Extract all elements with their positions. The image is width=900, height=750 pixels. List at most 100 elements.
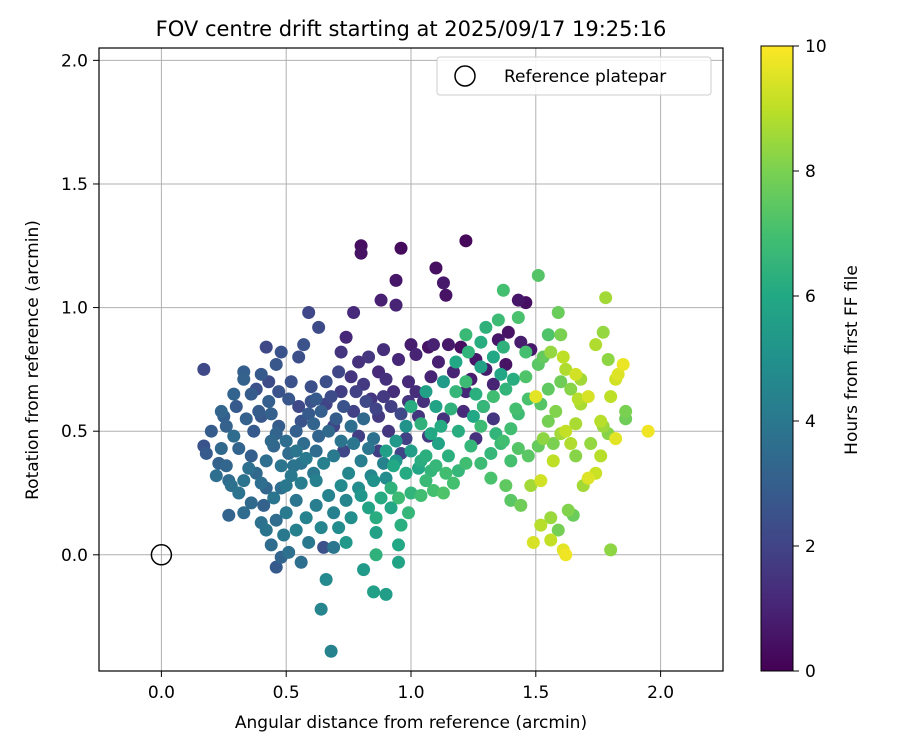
data-point	[357, 412, 371, 426]
data-point	[541, 414, 555, 428]
data-point	[616, 357, 630, 371]
data-point	[439, 288, 453, 302]
data-point	[269, 560, 283, 574]
data-point	[441, 449, 455, 463]
data-point	[534, 474, 548, 488]
data-point	[499, 357, 513, 371]
data-point	[509, 402, 523, 416]
data-point	[262, 395, 276, 409]
data-point	[544, 533, 558, 547]
data-point	[541, 328, 555, 342]
data-point	[459, 456, 473, 470]
data-point	[496, 434, 510, 448]
data-point	[324, 644, 338, 658]
data-point	[476, 399, 490, 413]
data-point	[546, 437, 560, 451]
data-point	[279, 479, 293, 493]
data-point	[327, 540, 341, 554]
data-point	[257, 498, 271, 512]
data-point	[237, 474, 251, 488]
y-axis-label: Rotation from reference (arcmin)	[23, 220, 43, 500]
data-point	[294, 476, 308, 490]
data-point	[259, 523, 273, 537]
data-point	[529, 390, 543, 404]
data-point	[409, 348, 423, 362]
data-point	[374, 293, 388, 307]
data-point	[611, 367, 625, 381]
data-point	[357, 563, 371, 577]
data-point	[426, 484, 440, 498]
data-point	[419, 474, 433, 488]
data-point	[367, 474, 381, 488]
data-point	[274, 345, 288, 359]
data-point	[384, 481, 398, 495]
data-point	[581, 471, 595, 485]
data-point	[289, 493, 303, 507]
data-point	[302, 306, 316, 320]
data-point	[569, 417, 583, 431]
data-point	[352, 355, 366, 369]
data-point	[264, 538, 278, 552]
data-point	[369, 511, 383, 525]
data-point	[511, 442, 525, 455]
data-point	[441, 338, 455, 352]
colorbar-tick-label: 10	[805, 37, 827, 57]
data-point	[559, 362, 573, 376]
data-point	[496, 283, 510, 297]
data-point	[254, 476, 268, 490]
x-axis-ticks: 0.0 0.5 1.0 1.5 2.0	[148, 671, 674, 703]
reference-marker-group	[150, 544, 173, 566]
data-point	[197, 362, 211, 376]
data-point	[312, 429, 326, 443]
x-axis-label: Angular distance from reference (arcmin)	[235, 713, 587, 733]
x-tick-label: 2.0	[647, 683, 674, 703]
colorbar-tick-label: 0	[805, 662, 816, 682]
data-point	[534, 518, 548, 532]
data-point	[214, 442, 228, 455]
data-point	[247, 424, 261, 438]
data-point	[544, 345, 558, 359]
data-point	[504, 422, 518, 436]
data-point	[429, 399, 443, 413]
data-points	[197, 234, 655, 658]
data-point	[431, 355, 445, 369]
data-point	[584, 437, 598, 451]
data-point	[604, 390, 618, 404]
data-point	[474, 335, 488, 349]
data-point	[544, 511, 558, 525]
data-point	[426, 338, 440, 352]
data-point	[334, 434, 348, 448]
data-point	[242, 461, 256, 475]
data-point	[394, 241, 408, 255]
data-point	[204, 424, 218, 438]
data-point	[434, 419, 448, 433]
data-point	[289, 424, 303, 438]
data-point	[524, 479, 538, 493]
data-point	[429, 261, 443, 275]
data-point	[594, 414, 608, 428]
data-point	[379, 444, 393, 458]
data-point	[469, 387, 483, 401]
data-point	[292, 350, 306, 364]
data-point	[392, 555, 406, 569]
data-point	[409, 385, 423, 399]
data-point	[269, 357, 283, 371]
data-point	[277, 528, 291, 542]
data-point	[436, 276, 450, 290]
data-point	[267, 491, 281, 505]
data-point	[379, 587, 393, 601]
data-point	[424, 370, 438, 384]
data-point	[439, 466, 453, 480]
data-point	[297, 338, 311, 352]
data-point	[339, 493, 353, 507]
data-point	[464, 439, 478, 453]
data-point	[596, 325, 610, 339]
data-point	[474, 419, 488, 433]
data-point	[222, 508, 236, 522]
data-point	[337, 444, 351, 458]
data-point	[334, 385, 348, 399]
data-point	[549, 404, 563, 418]
data-point	[347, 437, 361, 451]
data-point	[506, 372, 520, 386]
